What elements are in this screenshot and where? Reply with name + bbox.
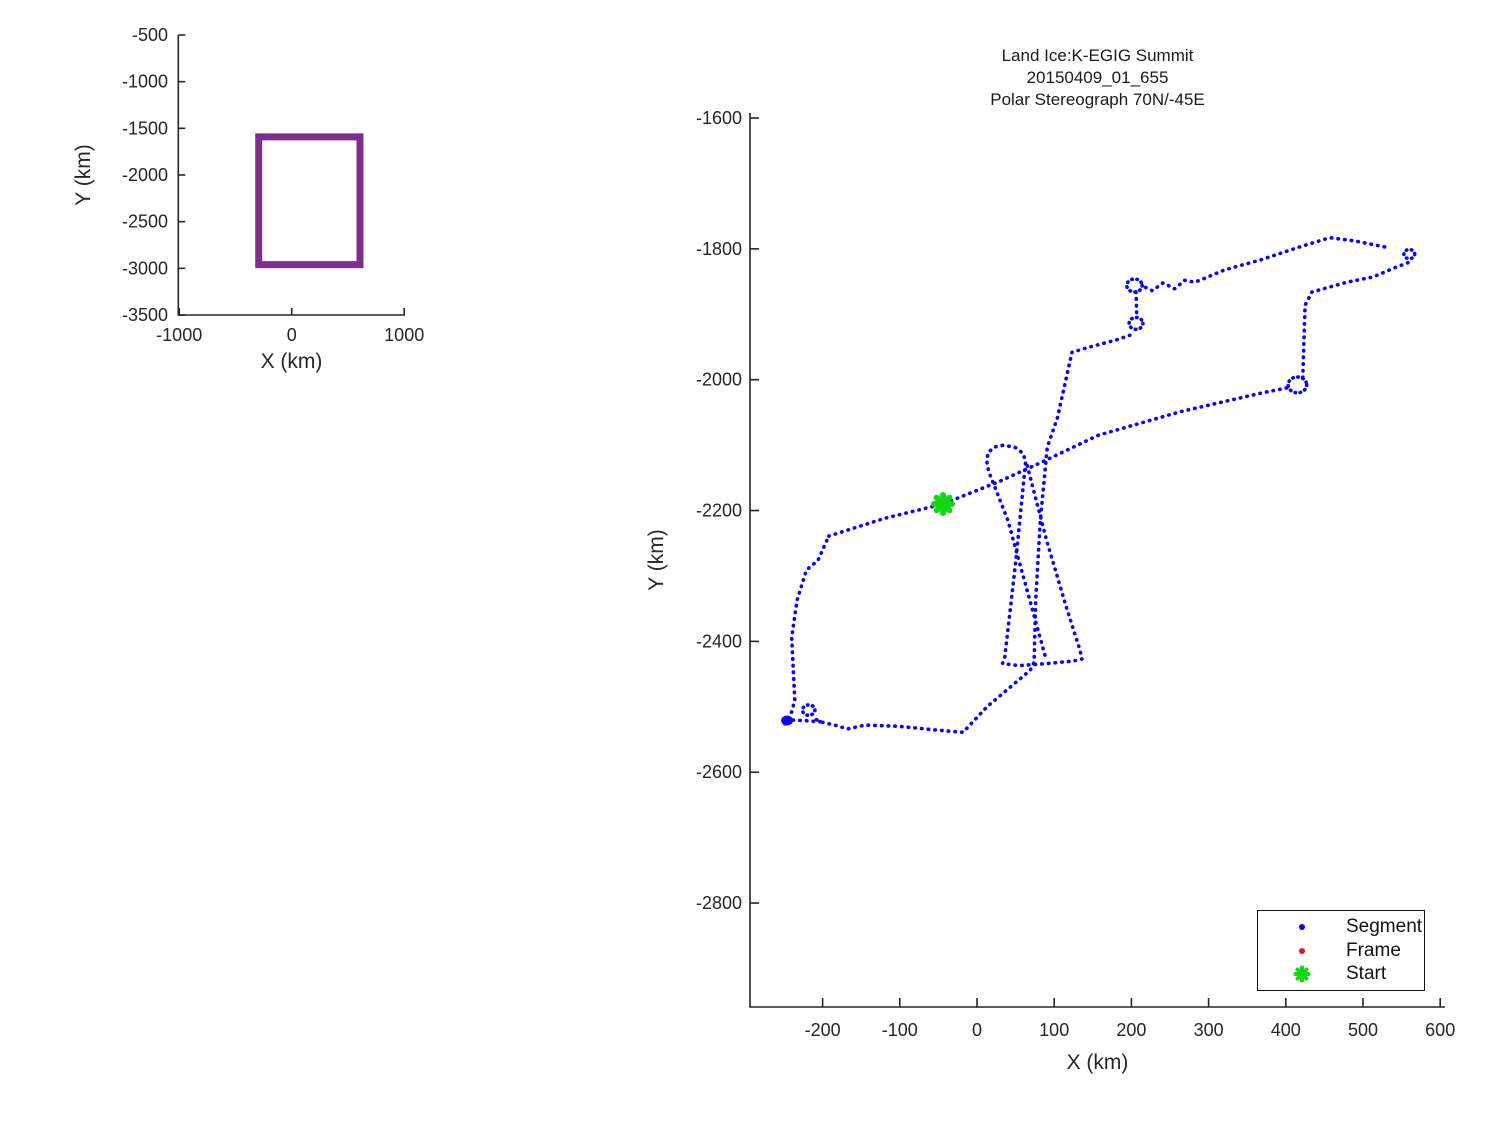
main-ylabel: Y (km)	[645, 529, 668, 591]
track-loop-0	[1286, 375, 1309, 395]
mini-xtick-label: -1000	[156, 325, 202, 345]
main-title-line-1: Land Ice:K-EGIG Summit	[1001, 46, 1194, 65]
legend-label-frame: Frame	[1346, 939, 1401, 961]
track-loop-3	[1127, 315, 1145, 332]
frame-dot-icon	[1258, 947, 1346, 954]
mini-ylabel: Y (km)	[72, 144, 95, 206]
mini-ytick-label: -3000	[122, 258, 168, 278]
main-spines	[749, 113, 1445, 1008]
main-ytick-label: -2200	[696, 501, 742, 521]
mini-xtick-label: 1000	[384, 325, 424, 345]
main-ytick-label: -1800	[696, 239, 742, 259]
main-ytick-label: -2000	[696, 370, 742, 390]
track-loop-2	[1125, 277, 1145, 294]
track-segment-1	[1301, 260, 1412, 380]
mini-ytick-label: -1000	[122, 72, 168, 92]
track-loop-4	[800, 703, 817, 718]
main-xtick-label: 600	[1425, 1020, 1455, 1040]
main-xtick-label: -100	[882, 1020, 918, 1040]
track-segment-7	[985, 443, 1084, 668]
main-ytick-label: -2400	[696, 631, 742, 651]
main-title-line-2: 20150409_01_655	[1026, 68, 1169, 87]
start-marker	[931, 491, 956, 516]
legend-row-frame: Frame	[1258, 939, 1424, 963]
main-xtick-label: 300	[1194, 1020, 1224, 1040]
legend-label-start: Start	[1346, 963, 1387, 985]
track-segment-2	[1141, 235, 1387, 293]
track-segment-5	[782, 534, 831, 726]
main-ytick-label: -1600	[696, 108, 742, 128]
track-segment-4	[811, 333, 1132, 735]
mini-spines	[177, 35, 405, 316]
mini-ytick-label: -3500	[122, 305, 168, 325]
mini-ytick-label: -2500	[122, 212, 168, 232]
main-xtick-label: 400	[1271, 1020, 1301, 1040]
track-segment-3	[1134, 290, 1139, 319]
main-xlabel: X (km)	[1066, 1051, 1129, 1074]
segment-dot-icon	[1258, 923, 1346, 930]
main-xtick-label: 500	[1348, 1020, 1378, 1040]
legend-label-segment: Segment	[1346, 915, 1423, 937]
mini-ytick-label: -2000	[122, 165, 168, 185]
legend-box: Segment Frame Start	[1257, 910, 1425, 991]
main-xtick-label: -200	[805, 1020, 841, 1040]
start-marker-stroke	[933, 494, 953, 514]
mini-xlabel: X (km)	[260, 350, 323, 373]
main-xtick-label: 0	[972, 1020, 982, 1040]
track-segment-0	[826, 385, 1290, 538]
main-ytick-label: -2800	[696, 893, 742, 913]
start-asterisk-icon	[1258, 965, 1346, 983]
main-title-line-3: Polar Stereograph 70N/-45E	[990, 90, 1205, 109]
mini-ytick-label: -1500	[122, 118, 168, 138]
mini-xtick-label: 0	[287, 325, 297, 345]
legend-row-start: Start	[1258, 962, 1424, 986]
legend-row-segment: Segment	[1258, 915, 1424, 939]
track-loop-1	[1402, 247, 1417, 261]
mini-ytick-label: -500	[132, 25, 168, 45]
main-xtick-label: 200	[1116, 1020, 1146, 1040]
main-xtick-label: 100	[1039, 1020, 1069, 1040]
main-ytick-label: -2600	[696, 762, 742, 782]
mini-flight-extent-box	[255, 133, 364, 269]
track-blob-0	[781, 715, 794, 726]
